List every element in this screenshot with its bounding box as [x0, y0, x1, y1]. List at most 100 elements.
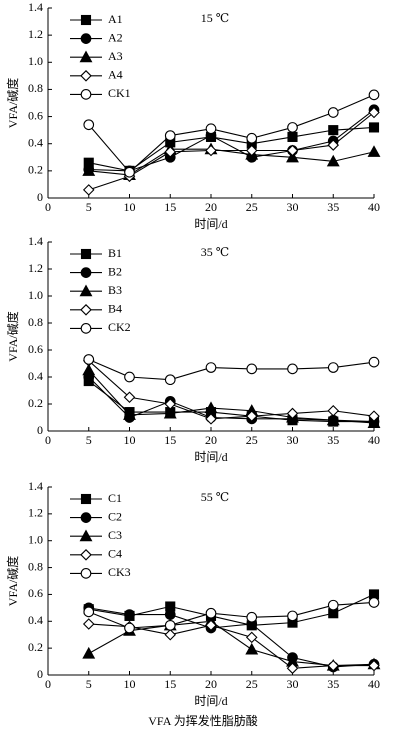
y-tick-label: 0.4: [28, 613, 43, 627]
series-line: [88, 148, 375, 176]
legend-marker: [79, 284, 93, 297]
x-axis-label: 时间/d: [194, 694, 227, 708]
legend-marker: [80, 323, 92, 334]
y-tick-label: 0.4: [28, 135, 43, 149]
y-tick-label: 0.2: [28, 163, 43, 177]
legend-label: CK1: [108, 86, 131, 100]
marker: [327, 362, 339, 373]
marker: [286, 407, 299, 420]
legend-label: A3: [108, 49, 123, 63]
legend-marker: [80, 89, 92, 100]
marker: [287, 363, 298, 375]
marker: [82, 646, 96, 659]
marker: [287, 122, 298, 133]
x-tick-label: 40: [368, 677, 380, 691]
legend-marker: [80, 248, 92, 260]
x-tick-label: 35: [327, 200, 339, 214]
marker: [164, 628, 177, 641]
x-tick-label: 35: [327, 433, 339, 447]
annotation: 15 ℃: [201, 11, 229, 25]
series-line: [88, 380, 374, 423]
x-tick-label: 10: [124, 677, 136, 691]
marker: [164, 398, 177, 410]
x-tick-label: 25: [246, 677, 258, 691]
marker: [82, 363, 96, 376]
marker: [327, 599, 339, 611]
marker: [83, 354, 95, 365]
legend-label: A1: [108, 12, 123, 26]
x-tick-label: 25: [246, 200, 258, 214]
y-tick-label: 1.0: [28, 54, 43, 68]
series-line: [88, 358, 375, 381]
legend-label: CK2: [108, 320, 131, 334]
marker: [327, 139, 340, 151]
legend-label: B3: [108, 283, 122, 297]
marker: [205, 144, 217, 157]
y-tick-label: 1.2: [28, 506, 43, 520]
legend-label: C1: [108, 491, 122, 505]
x-tick-label: 5: [86, 677, 92, 691]
marker: [327, 404, 340, 417]
marker: [205, 413, 217, 425]
series-line: [88, 620, 375, 667]
marker: [205, 607, 217, 619]
marker: [286, 150, 299, 163]
marker: [327, 659, 340, 672]
marker: [245, 144, 258, 157]
marker: [326, 154, 340, 167]
x-tick-label: 5: [86, 433, 92, 447]
y-tick-label: 1.2: [28, 261, 43, 275]
y-axis-label: VFA/碱度: [5, 311, 20, 361]
x-tick-label: 10: [124, 433, 136, 447]
y-tick-label: 0.6: [28, 342, 43, 356]
legend-marker: [80, 549, 92, 561]
marker: [205, 123, 217, 135]
legend-label: B1: [108, 246, 122, 260]
marker: [368, 89, 380, 101]
marker: [246, 363, 258, 375]
marker: [164, 374, 176, 386]
y-axis-label: VFA/碱度: [5, 78, 20, 128]
series-line: [88, 109, 375, 172]
x-tick-label: 0: [45, 433, 51, 447]
marker: [164, 130, 176, 141]
y-tick-label: 1.2: [28, 27, 43, 41]
x-axis-label: 时间/d: [194, 450, 227, 464]
y-tick-label: 0.8: [28, 81, 43, 95]
marker: [246, 611, 258, 623]
legend-marker: [80, 70, 92, 82]
y-tick-label: 0.6: [28, 586, 43, 600]
marker: [245, 410, 258, 422]
x-tick-label: 0: [45, 200, 51, 214]
x-tick-label: 35: [327, 677, 339, 691]
y-tick-label: 0.2: [28, 640, 43, 654]
y-tick-label: 1.0: [28, 532, 43, 546]
marker: [368, 659, 380, 672]
x-tick-label: 10: [124, 200, 136, 214]
y-axis-label: VFA/碱度: [5, 556, 20, 606]
x-tick-label: 25: [246, 433, 258, 447]
x-tick-label: 15: [164, 433, 176, 447]
marker: [246, 132, 258, 144]
marker: [287, 131, 298, 142]
marker: [367, 416, 381, 428]
y-tick-label: 0: [37, 667, 43, 681]
series-line: [88, 601, 375, 629]
marker: [164, 609, 176, 620]
marker: [286, 144, 299, 157]
marker: [327, 107, 339, 118]
y-tick-label: 1.0: [28, 288, 43, 302]
y-tick-label: 0.4: [28, 369, 43, 383]
marker: [124, 609, 135, 620]
y-tick-label: 0.8: [28, 315, 43, 329]
marker: [82, 164, 96, 176]
legend-marker: [80, 267, 92, 278]
legend-label: B4: [108, 302, 122, 316]
marker: [204, 401, 218, 414]
legend-marker: [80, 33, 92, 44]
x-tick-label: 5: [86, 200, 92, 214]
marker: [82, 618, 95, 630]
y-tick-label: 0: [37, 423, 43, 437]
x-tick-label: 30: [287, 200, 299, 214]
